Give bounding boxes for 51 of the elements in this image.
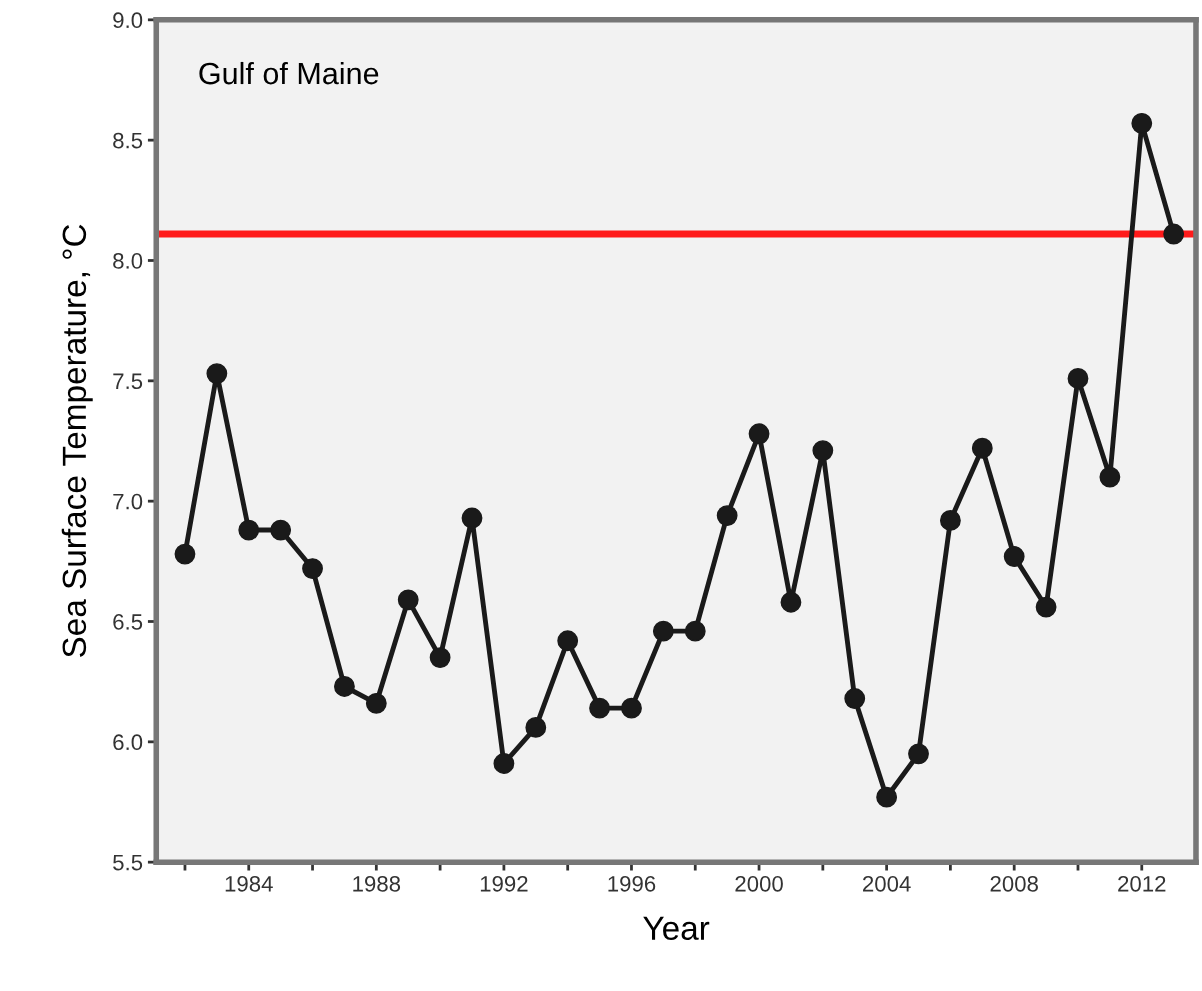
y-tick-label: 6.0	[113, 734, 143, 751]
y-axis-title: Sea Surface Temperature, °C	[61, 224, 93, 658]
point	[1003, 546, 1025, 567]
point	[1067, 368, 1089, 389]
x-tick-label: 2012	[1118, 875, 1166, 892]
point	[238, 519, 260, 541]
point	[174, 543, 196, 565]
point	[908, 743, 929, 765]
point	[589, 697, 610, 719]
point	[780, 591, 802, 613]
point	[365, 692, 387, 714]
point	[302, 558, 323, 579]
point	[621, 697, 642, 719]
x-tick-label: 1988	[353, 875, 401, 892]
y-tick-label: 5.5	[113, 854, 143, 871]
x-tick-label: 2000	[735, 875, 783, 892]
point	[270, 519, 292, 541]
y-tick-label: 9.0	[113, 12, 143, 29]
point	[1131, 112, 1153, 134]
annotation: Gulf of Maine	[199, 61, 379, 85]
point	[716, 505, 738, 527]
y-tick-label: 8.5	[113, 132, 143, 149]
y-tick-label: 7.5	[113, 373, 143, 390]
point	[1035, 596, 1057, 618]
x-axis-title: Year	[643, 916, 710, 941]
x-tick-label: 1996	[608, 875, 656, 892]
point	[876, 786, 898, 808]
point	[844, 688, 866, 709]
point	[1099, 466, 1121, 488]
point	[334, 676, 355, 697]
point	[684, 620, 706, 642]
point	[557, 630, 579, 652]
y-tick-label: 8.0	[113, 253, 143, 269]
point	[652, 620, 674, 642]
point	[525, 716, 547, 738]
y-tick-label: 6.5	[113, 614, 143, 630]
x-tick-label: 2004	[863, 875, 911, 892]
point	[939, 509, 961, 531]
y-tick-label: 7.0	[113, 493, 143, 510]
point	[206, 363, 228, 385]
point	[748, 423, 770, 445]
point	[971, 437, 993, 459]
point	[812, 440, 834, 462]
x-tick-label: 1984	[225, 875, 273, 892]
point	[461, 507, 483, 529]
point	[493, 753, 515, 774]
x-tick-label: 1992	[480, 875, 528, 892]
point	[1163, 223, 1185, 245]
point	[429, 647, 451, 669]
point	[397, 589, 419, 611]
x-tick-label: 2008	[990, 875, 1038, 892]
